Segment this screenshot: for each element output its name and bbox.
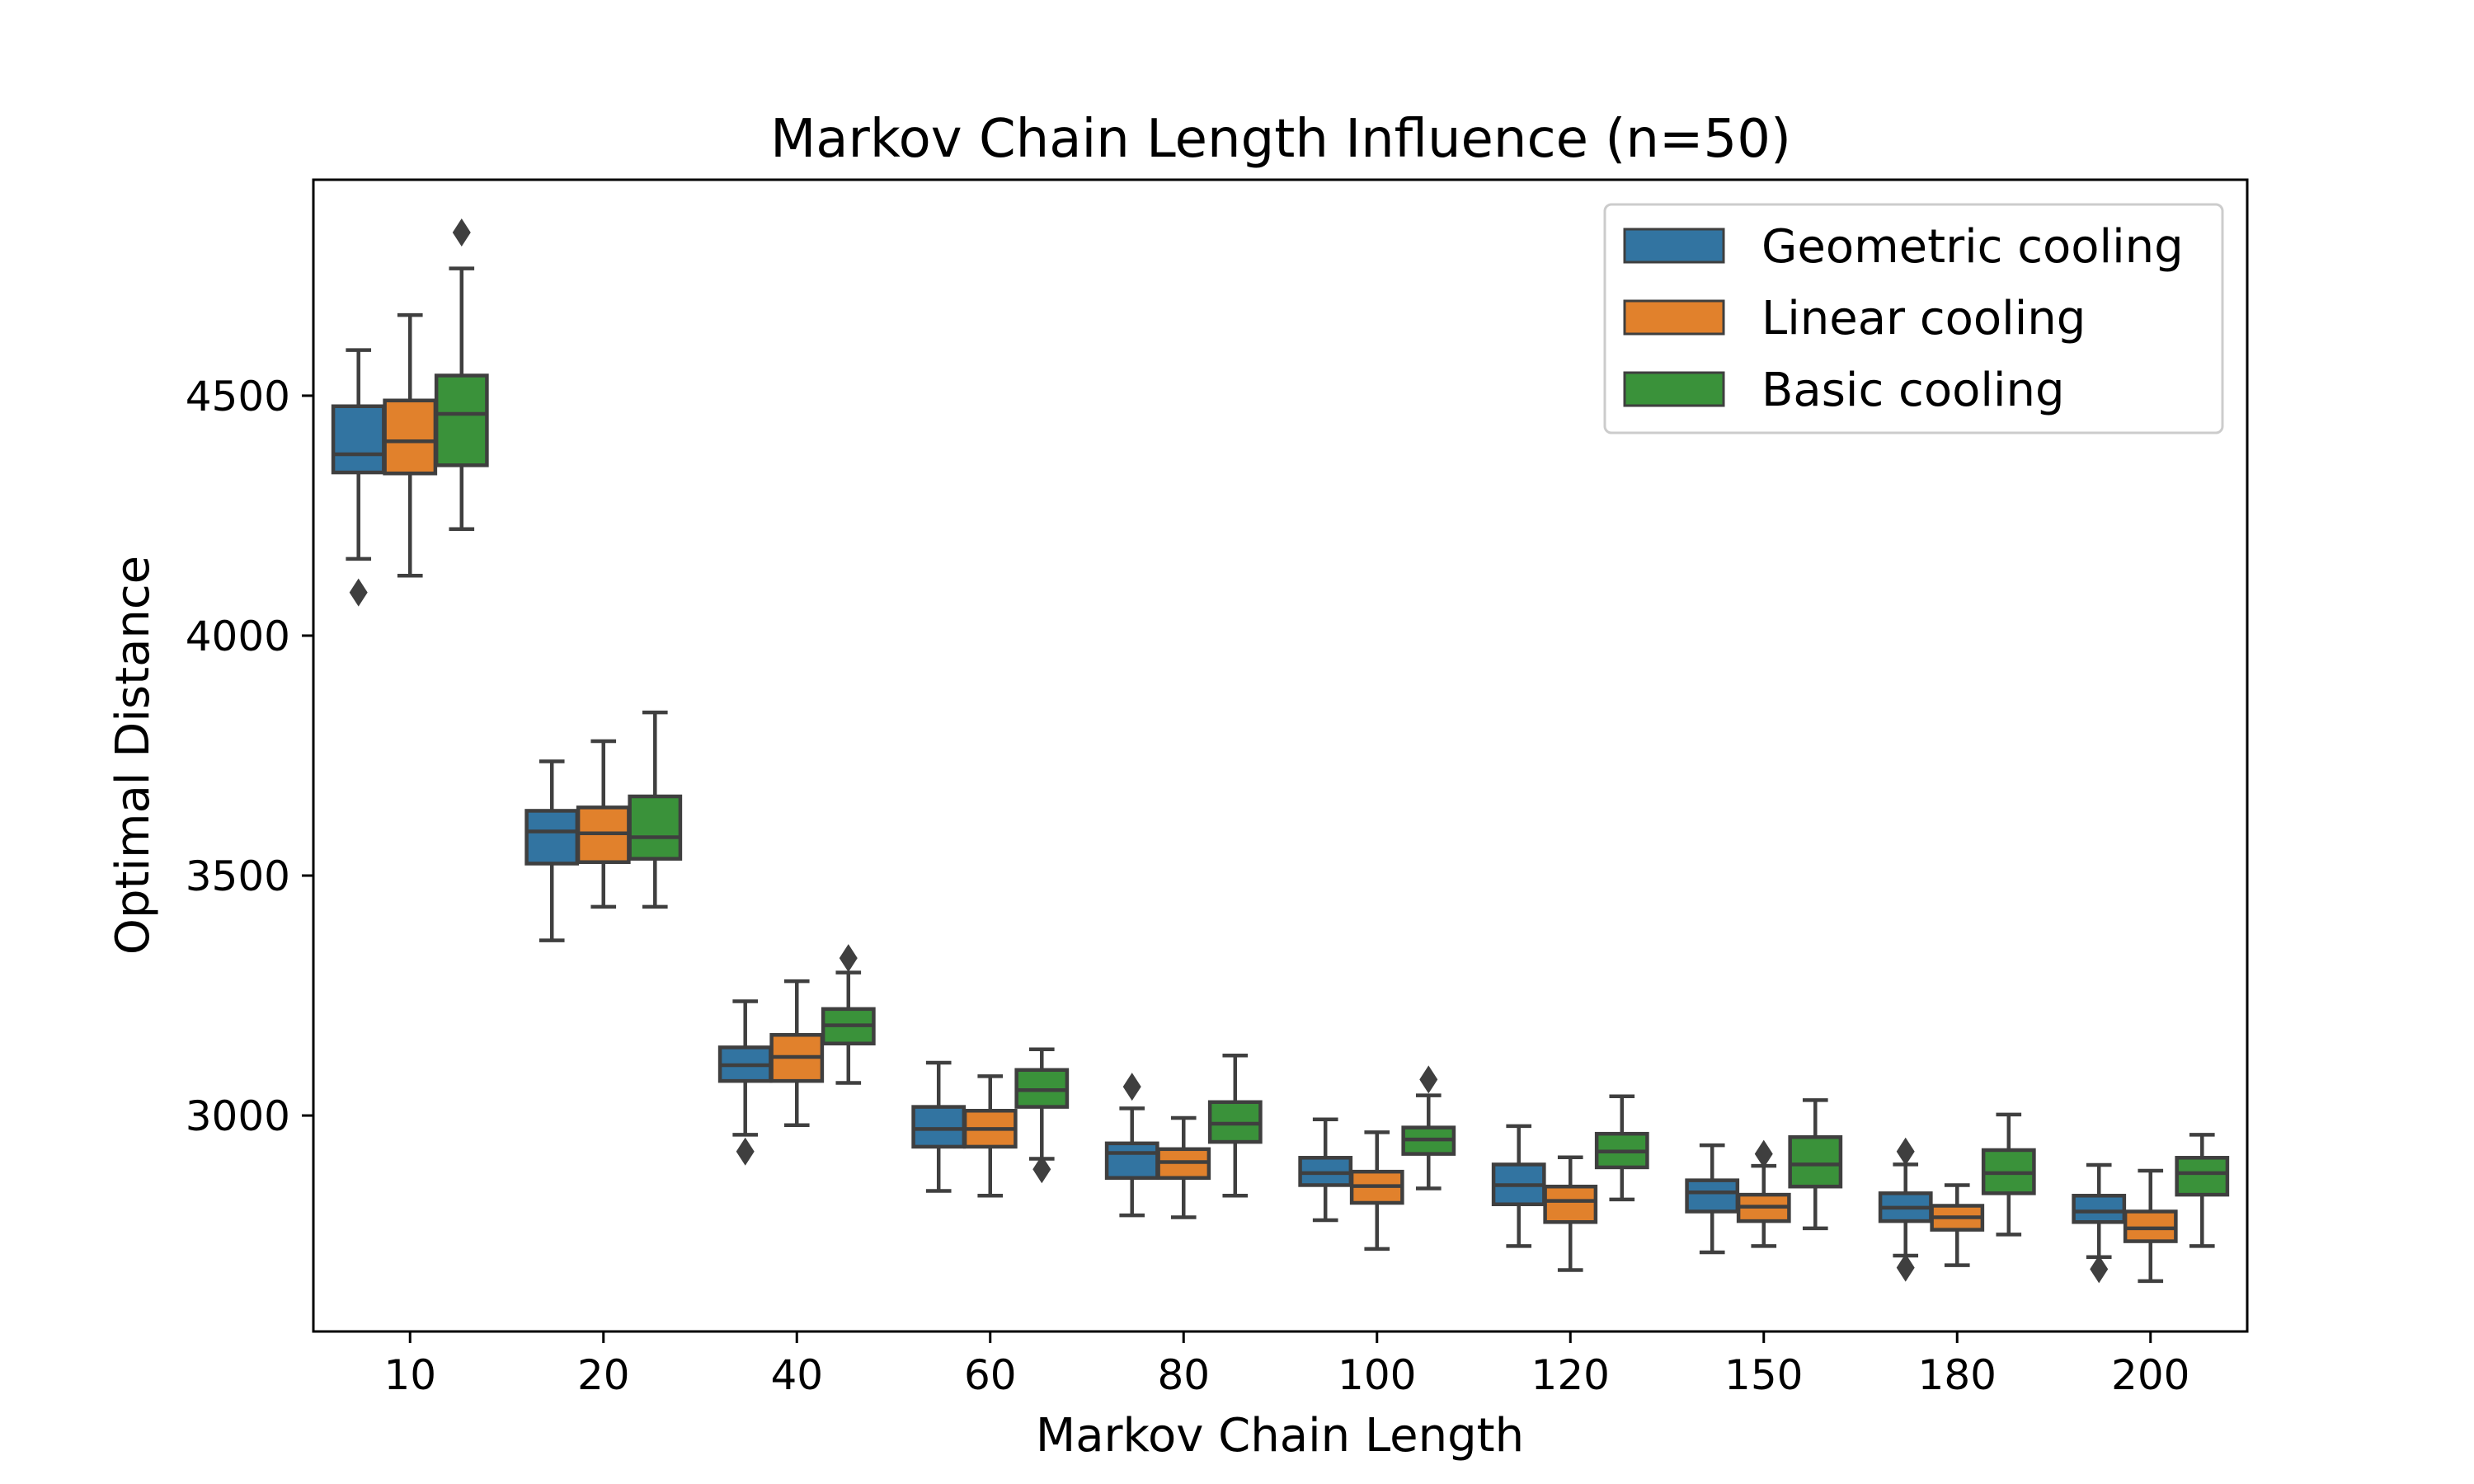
box-group	[383, 312, 438, 578]
box-group	[2072, 1162, 2127, 1284]
box	[2175, 1156, 2230, 1197]
outlier-point	[1122, 1073, 1141, 1101]
box-group	[1401, 1065, 1456, 1190]
x-axis-label: Markov Chain Length	[1036, 1409, 1524, 1463]
y-tick-label: 4000	[186, 613, 290, 660]
box-group	[769, 979, 825, 1127]
legend: Geometric cooling Linear cooling Basic coo…	[1603, 203, 2224, 434]
box-group	[1543, 1155, 1598, 1272]
box-group	[576, 739, 631, 909]
box-group	[628, 710, 683, 909]
box-group	[1685, 1143, 1740, 1255]
x-tick-label: 180	[1918, 1351, 1997, 1399]
box-group	[1878, 1137, 1933, 1282]
box-group	[1207, 1054, 1263, 1198]
box	[1543, 1184, 1598, 1224]
y-axis: 3000 3500 4000 4500	[186, 373, 313, 1140]
box	[628, 794, 683, 861]
legend-swatch	[1623, 228, 1725, 264]
outlier-point	[2090, 1255, 2109, 1284]
outlier-point	[1896, 1253, 1915, 1282]
series-2	[383, 312, 2178, 1284]
box-group	[717, 999, 773, 1166]
box-group	[1298, 1117, 1353, 1223]
box-group	[962, 1074, 1018, 1198]
box-group	[1594, 1094, 1649, 1202]
x-tick-label: 200	[2111, 1351, 2189, 1399]
plot-frame	[312, 178, 2249, 1333]
outlier-point	[1754, 1139, 1773, 1168]
box-group	[1491, 1124, 1546, 1248]
series-3	[434, 218, 2230, 1248]
outlier-point	[1419, 1065, 1438, 1094]
y-axis-label: Optimal Distance	[106, 556, 160, 955]
box-group	[911, 1060, 967, 1193]
box-group	[331, 348, 386, 607]
box	[383, 398, 438, 476]
box-group	[1736, 1139, 1791, 1248]
x-axis: 10 20 40 60 80 100 120 150 180 200	[383, 1331, 2189, 1399]
legend-label: Geometric cooling	[1761, 220, 2184, 274]
x-tick-label: 20	[577, 1351, 630, 1399]
legend-label: Basic cooling	[1761, 364, 2065, 417]
y-tick-label: 3000	[186, 1092, 290, 1140]
box-group	[1014, 1047, 1070, 1184]
x-tick-label: 40	[770, 1351, 823, 1399]
box-group	[1981, 1112, 2036, 1237]
y-tick-label: 4500	[186, 373, 290, 420]
box-group	[434, 218, 489, 532]
plot-area	[331, 218, 2230, 1284]
box-group	[821, 944, 876, 1085]
box	[1104, 1141, 1159, 1180]
box-group	[1349, 1130, 1404, 1252]
x-tick-label: 10	[383, 1351, 436, 1399]
x-tick-label: 60	[964, 1351, 1017, 1399]
chart-title: Markov Chain Length Influence (n=50)	[770, 109, 1791, 170]
box-group	[524, 759, 580, 942]
box-group	[1156, 1115, 1211, 1219]
box	[434, 373, 489, 467]
legend-frame	[1603, 203, 2224, 434]
x-tick-label: 100	[1338, 1351, 1416, 1399]
outlier-point	[1896, 1137, 1915, 1166]
box-group	[2123, 1168, 2178, 1284]
box	[1685, 1178, 1740, 1214]
outlier-point	[736, 1137, 755, 1166]
box-group	[2175, 1133, 2230, 1248]
box	[1788, 1135, 1843, 1189]
box	[911, 1105, 967, 1149]
box-group	[1930, 1183, 1985, 1267]
x-tick-label: 120	[1531, 1351, 1610, 1399]
legend-swatch	[1623, 299, 1725, 336]
outlier-point	[452, 218, 471, 247]
outlier-point	[349, 578, 368, 607]
legend-swatch	[1623, 371, 1725, 407]
box	[331, 404, 386, 475]
x-tick-label: 80	[1157, 1351, 1210, 1399]
outlier-point	[839, 944, 858, 973]
x-tick-label: 150	[1724, 1351, 1803, 1399]
box-group	[1788, 1098, 1843, 1231]
outlier-point	[1032, 1155, 1051, 1184]
box	[524, 809, 580, 866]
legend-label: Linear cooling	[1761, 292, 2086, 345]
y-tick-label: 3500	[186, 852, 290, 900]
box	[2123, 1209, 2178, 1243]
box	[2072, 1194, 2127, 1224]
box-group	[1104, 1073, 1159, 1218]
